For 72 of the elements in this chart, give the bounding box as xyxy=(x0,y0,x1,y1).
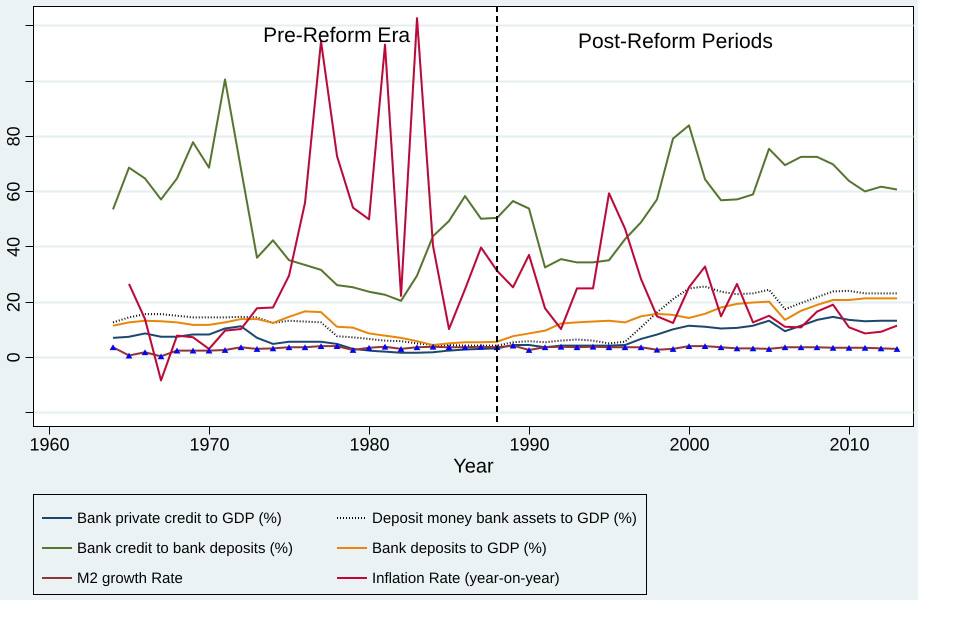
point xyxy=(814,344,820,350)
legend-label: Deposit money bank assets to GDP (%) xyxy=(372,510,637,527)
x-tick-label: 2000 xyxy=(669,434,710,454)
legend-label: M2 growth Rate xyxy=(77,570,183,587)
point xyxy=(622,344,628,350)
point xyxy=(286,344,292,350)
point xyxy=(702,343,708,350)
point xyxy=(574,344,580,350)
line-series xyxy=(112,316,898,354)
point xyxy=(270,345,276,352)
point xyxy=(478,344,484,350)
point xyxy=(862,344,868,351)
point xyxy=(206,348,212,354)
y-tick-label: 80 xyxy=(4,126,24,146)
point xyxy=(846,344,852,351)
point xyxy=(510,342,516,348)
point xyxy=(718,344,724,350)
point xyxy=(414,344,420,350)
point xyxy=(302,344,308,350)
y-tick-label: 0 xyxy=(4,352,24,362)
point xyxy=(462,344,468,350)
x-tick-label: 1980 xyxy=(349,434,390,454)
point xyxy=(366,344,372,351)
point xyxy=(558,344,564,350)
point xyxy=(430,344,436,350)
point xyxy=(126,352,132,358)
line-series xyxy=(112,78,898,302)
point xyxy=(798,344,804,350)
point xyxy=(174,348,180,354)
point xyxy=(334,343,340,350)
legend-label: Bank deposits to GDP (%) xyxy=(372,540,547,557)
point xyxy=(446,344,452,350)
point xyxy=(238,344,244,350)
annotation: Post-Reform Periods xyxy=(578,30,773,53)
point xyxy=(542,344,548,350)
x-tick-label: 2010 xyxy=(829,434,870,454)
x-tick-label: 1960 xyxy=(29,434,70,454)
point xyxy=(398,346,404,352)
line-series xyxy=(128,17,898,382)
x-tick-label: 1970 xyxy=(189,434,230,454)
point xyxy=(142,349,148,356)
point xyxy=(318,343,324,350)
point xyxy=(382,344,388,350)
x-axis-title: Year xyxy=(453,456,494,478)
point xyxy=(686,343,692,350)
point xyxy=(606,344,612,350)
point xyxy=(830,344,836,351)
point xyxy=(750,345,756,352)
point xyxy=(350,347,356,353)
legend-label: Bank credit to bank deposits (%) xyxy=(77,540,293,557)
x-tick-label: 1990 xyxy=(509,434,550,454)
point xyxy=(878,345,884,352)
point xyxy=(638,344,644,350)
point xyxy=(158,353,164,360)
point xyxy=(654,346,660,353)
point xyxy=(222,347,228,353)
legend-label: Bank private credit to GDP (%) xyxy=(77,510,282,527)
point xyxy=(110,344,116,350)
point xyxy=(734,345,740,352)
point xyxy=(190,348,196,354)
point xyxy=(782,344,788,350)
point xyxy=(526,347,532,353)
y-tick-label: 60 xyxy=(4,182,24,202)
point xyxy=(766,346,772,352)
point xyxy=(894,346,900,352)
point xyxy=(670,346,676,352)
annotation: Pre-Reform Era xyxy=(263,24,410,47)
legend-label: Inflation Rate (year-on-year) xyxy=(372,570,560,587)
y-tick-label: 20 xyxy=(4,292,24,312)
point xyxy=(254,346,260,352)
point xyxy=(590,344,596,350)
y-tick-label: 40 xyxy=(4,236,24,257)
